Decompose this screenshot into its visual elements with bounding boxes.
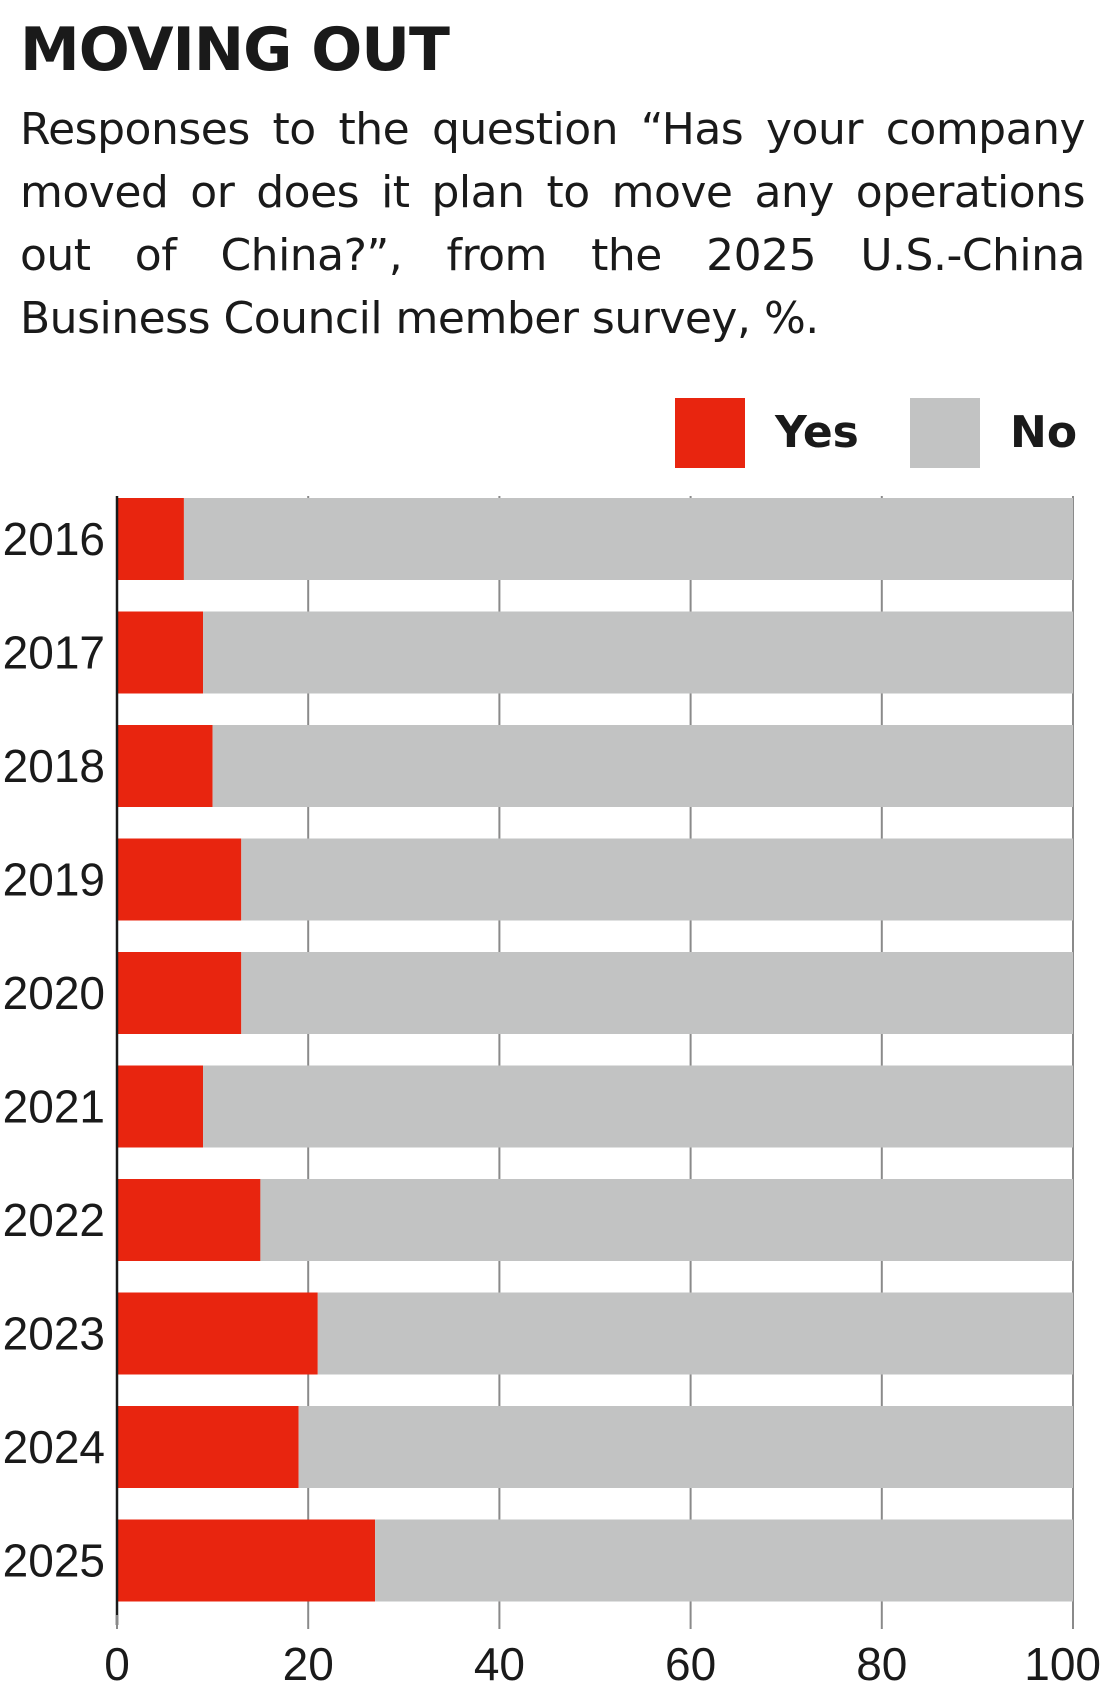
bar-no-2023 [317,1292,1073,1375]
y-tick-label-2017: 2017 [3,627,105,679]
bar-no-2018 [212,725,1074,807]
bar-no-2021 [203,1065,1074,1148]
stacked-bar-chart: 2016 2017 2018 2019 2020 2021 2022 2023 2024 2025… [3,496,1101,1682]
legend-label-yes: Yes [775,407,859,458]
x-tick-label-0: 0 [104,1638,130,1682]
bar-yes-2023 [117,1292,318,1375]
legend-swatch-no [910,398,980,468]
bar-yes-2024 [117,1406,299,1488]
bar-yes-2017 [117,611,204,694]
bar-no-2024 [298,1406,1073,1488]
bar-no-2020 [241,952,1073,1034]
bar-yes-2019 [117,838,242,921]
y-tick-label-2016: 2016 [3,513,105,565]
bar-no-2016 [183,498,1074,580]
y-tick-label-2018: 2018 [3,740,105,792]
y-tick-label-2019: 2019 [3,854,105,906]
bar-yes-2021 [117,1065,204,1148]
bar-yes-2025 [117,1519,376,1602]
x-tick-label-40: 40 [474,1638,525,1682]
x-tick-label-80: 80 [856,1638,907,1682]
bar-yes-2020 [117,952,242,1034]
bar-no-2022 [260,1179,1073,1261]
bar-no-2019 [241,838,1073,921]
x-tick-label-100: 100 [1024,1638,1101,1682]
legend-label-no: No [1010,407,1078,458]
bar-no-2017 [203,611,1074,694]
y-tick-label-2022: 2022 [3,1194,105,1246]
x-tick-label-60: 60 [665,1638,716,1682]
legend-swatch-yes [675,398,745,468]
chart-subtitle: Responses to the question “Has your comp… [20,104,1086,344]
bar-no-2025 [375,1519,1073,1602]
bar-yes-2022 [117,1179,261,1261]
y-tick-label-2023: 2023 [3,1308,105,1360]
bar-yes-2016 [117,498,184,580]
y-tick-label-2021: 2021 [3,1081,105,1133]
bar-yes-2018 [117,725,213,807]
y-tick-label-2020: 2020 [3,967,105,1019]
y-tick-label-2024: 2024 [3,1421,105,1473]
y-tick-label-2025: 2025 [3,1535,105,1587]
x-tick-label-20: 20 [283,1638,334,1682]
chart-title: MOVING OUT [20,15,450,85]
